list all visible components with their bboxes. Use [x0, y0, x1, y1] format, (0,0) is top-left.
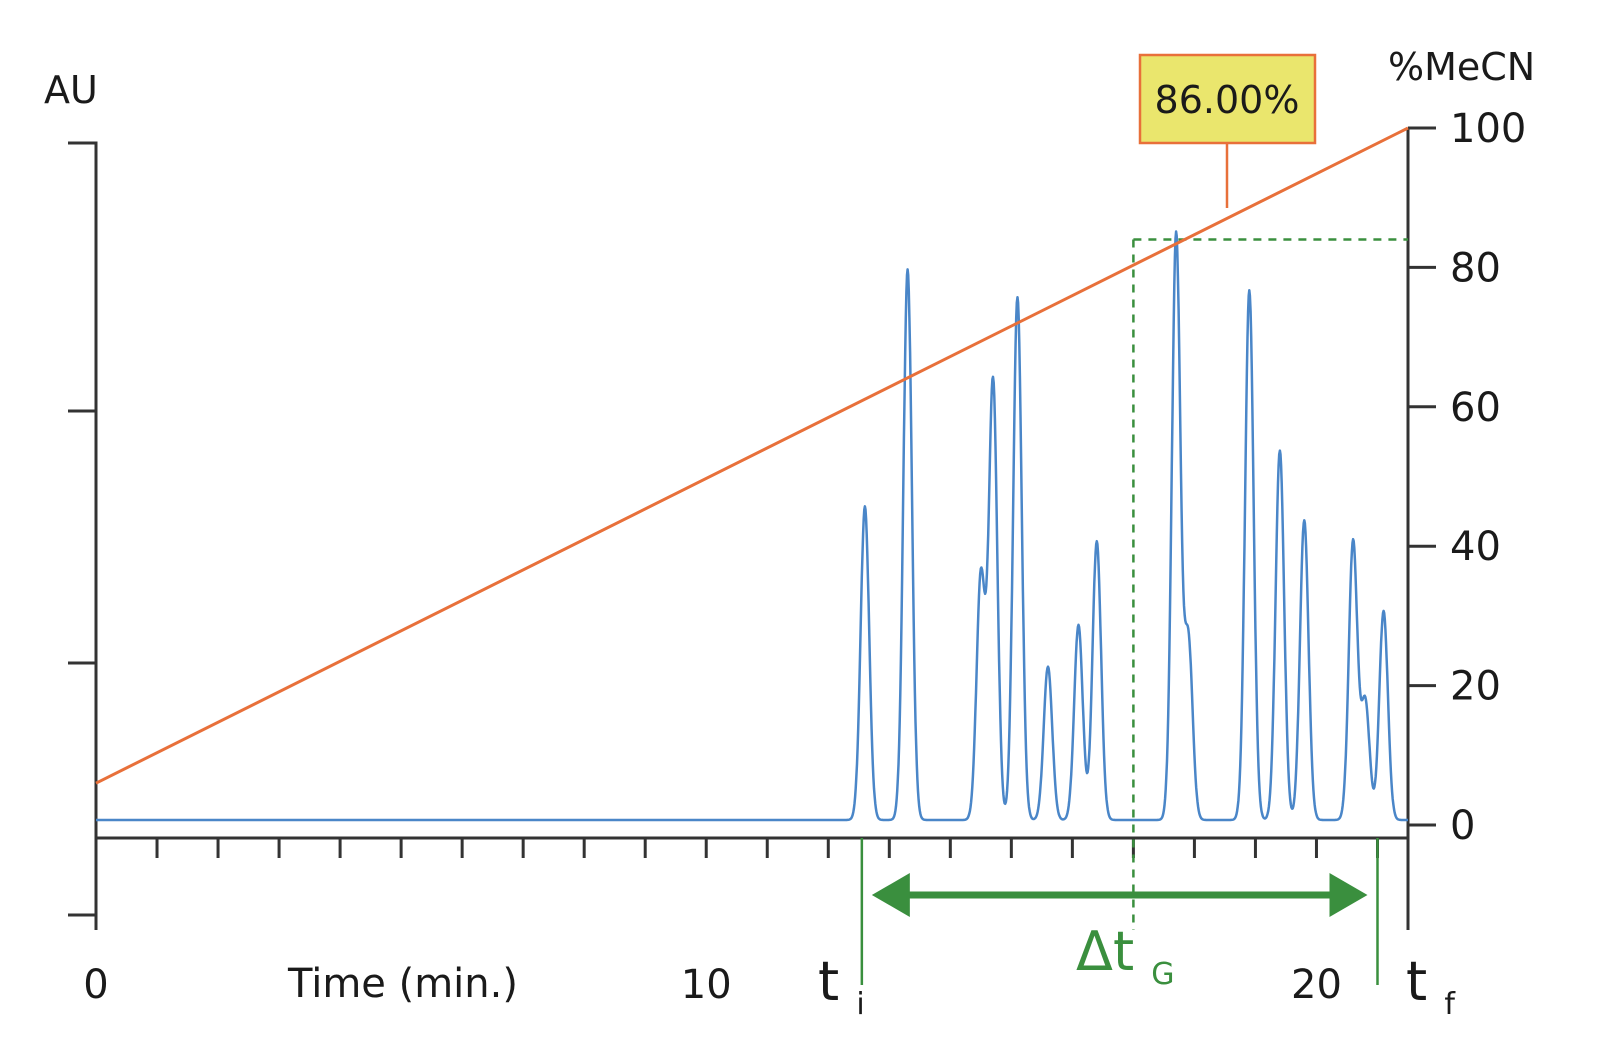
right-axis-tick-label: 80 — [1450, 245, 1501, 291]
axes-layer — [68, 128, 1410, 930]
right-axis-label: %MeCN — [1388, 45, 1535, 89]
callout: 86.00% — [1138, 53, 1317, 208]
right-axis-tick-label: 20 — [1450, 664, 1501, 710]
gradient-window: t i t f Δt G — [818, 838, 1456, 1022]
ti-label-sub: i — [856, 987, 864, 1022]
delta-tg-label-main: Δt — [1076, 920, 1134, 983]
delta-tg-label-sub: G — [1151, 957, 1174, 992]
callout-label: 86.00% — [1155, 78, 1300, 122]
tf-label: t f — [1406, 950, 1456, 1022]
x-tick-labels: 0 10 20 — [83, 962, 1342, 1008]
ti-label: t i — [818, 950, 865, 1022]
delta-arrow-left-head — [871, 873, 910, 917]
right-axis-tick-label: 100 — [1450, 106, 1526, 152]
tf-label-sub: f — [1444, 987, 1456, 1022]
x-minor-ticks — [155, 838, 1379, 858]
gradient-line — [95, 126, 1409, 785]
dashed-reference — [1132, 238, 1408, 930]
chromatogram-trace — [95, 230, 1409, 822]
left-axis-label: AU — [44, 68, 98, 112]
delta-arrow-right-head — [1329, 873, 1368, 917]
callout-box — [1138, 53, 1317, 145]
right-axis-tick-label: 40 — [1450, 524, 1501, 570]
left-axis — [68, 141, 98, 930]
right-axis-tick-label: 60 — [1450, 385, 1501, 431]
tf-label-main: t — [1406, 950, 1427, 1013]
right-axis-ticks: 0 20 40 60 80 100 — [1408, 106, 1526, 849]
delta-tg-label: Δt G — [1076, 920, 1175, 992]
x-tick-label: 20 — [1291, 962, 1342, 1008]
x-axis-label: Time (min.) — [287, 961, 518, 1007]
right-axis-tick-label: 0 — [1450, 803, 1475, 849]
x-tick-label: 10 — [681, 962, 732, 1008]
ti-label-main: t — [818, 950, 839, 1013]
x-tick-label: 0 — [83, 962, 108, 1008]
